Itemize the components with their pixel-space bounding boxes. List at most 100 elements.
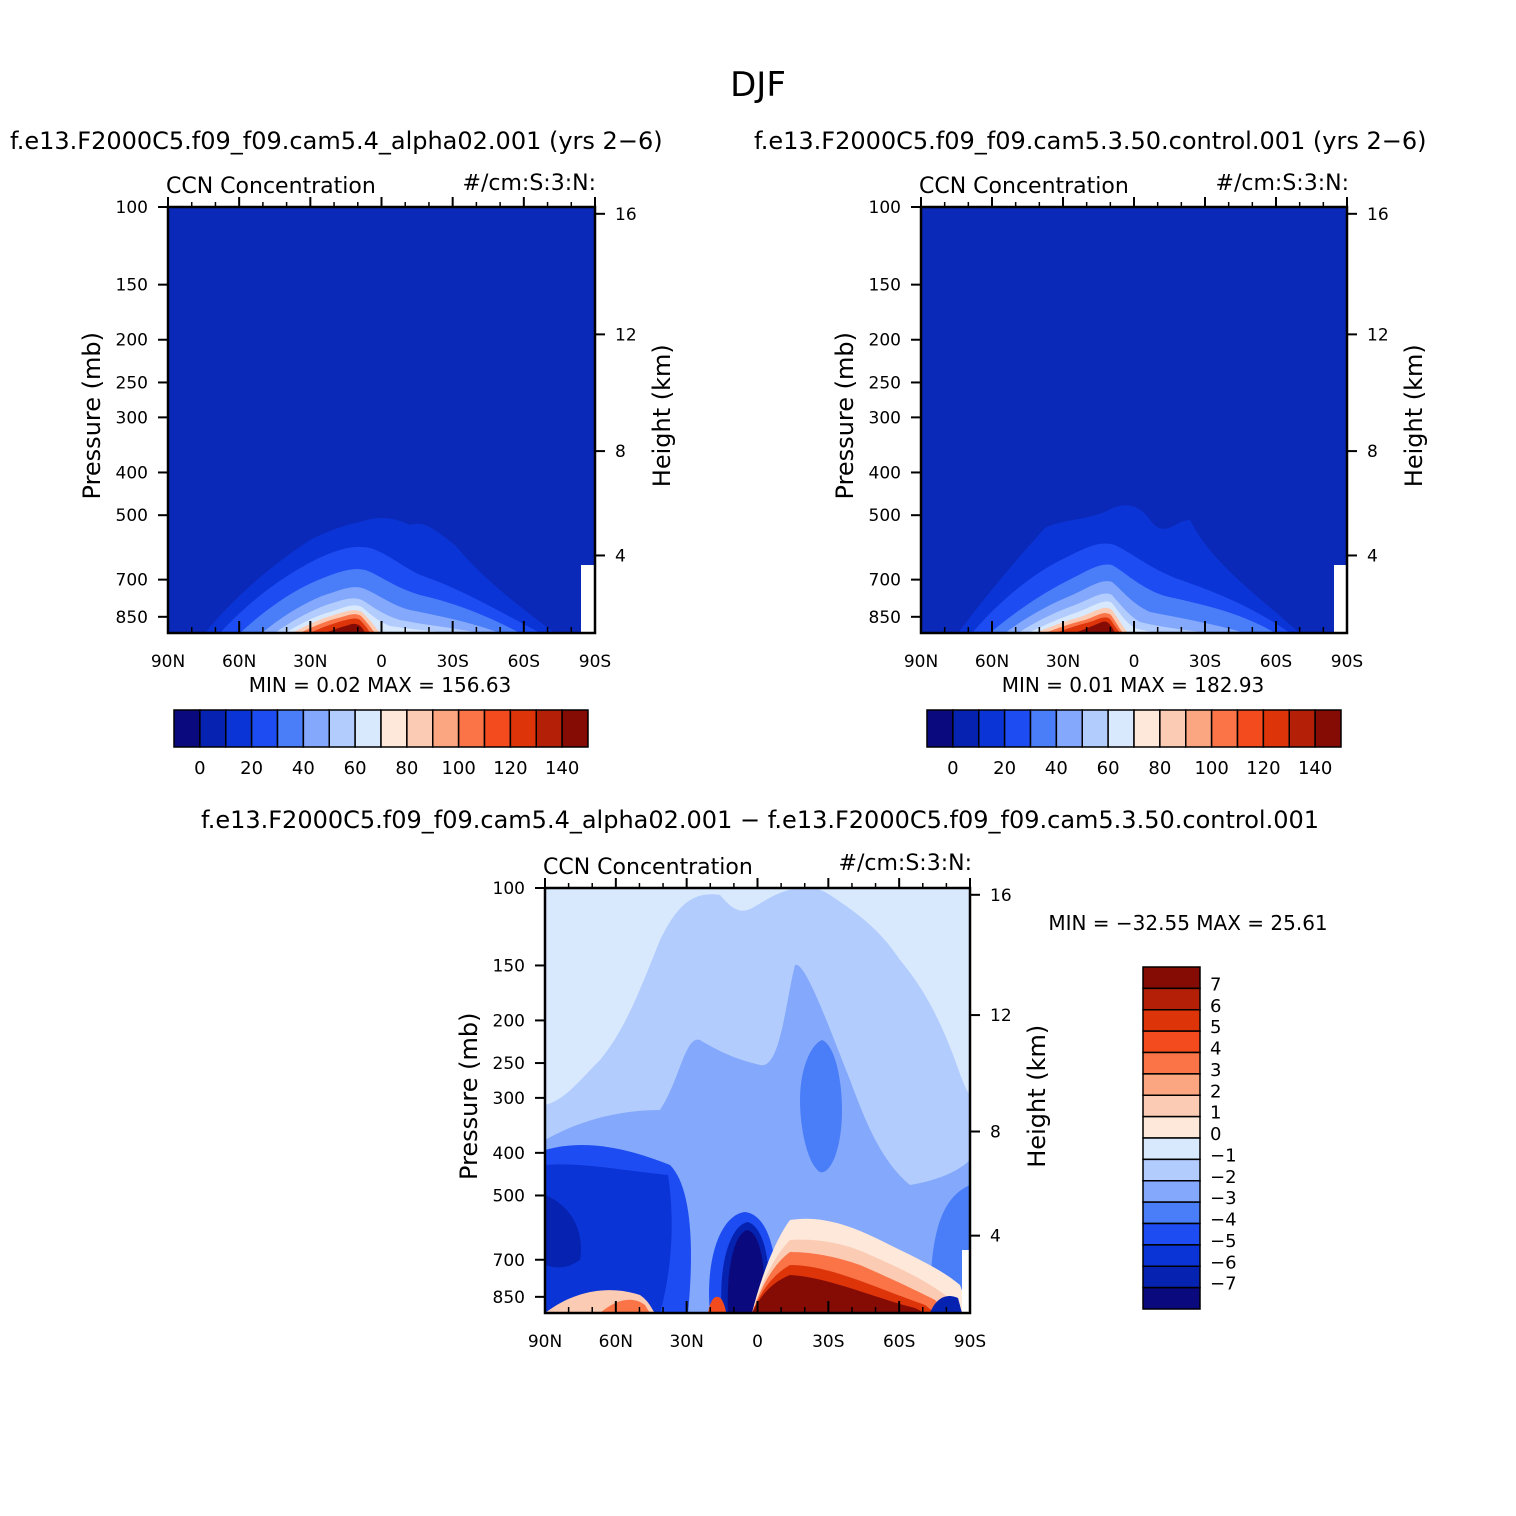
colorbar-box <box>1142 1051 1201 1075</box>
figure-title: DJF <box>730 65 786 105</box>
y-axis-label: Pressure (mb) <box>831 332 859 499</box>
colorbar-label: 40 <box>1045 758 1068 779</box>
diff-panel-units: #/cm:S:3:N: <box>839 851 972 876</box>
y-tick-label: 150 <box>869 276 901 296</box>
colorbar-label: 0 <box>194 758 205 779</box>
colorbar-box <box>1142 1180 1201 1203</box>
y-tick-label: 500 <box>869 506 901 526</box>
colorbar-label: 140 <box>1298 758 1332 779</box>
colorbar-box <box>1159 709 1187 748</box>
y-tick-label: 200 <box>116 331 148 351</box>
x-tick-label: 30N <box>669 1332 703 1352</box>
colorbar-box <box>1314 709 1342 748</box>
right-panel-variable: CCN Concentration <box>919 174 1129 199</box>
colorbar-label: 3 <box>1210 1060 1221 1081</box>
left-missing-data <box>581 565 595 633</box>
y-right-tick-label: 8 <box>615 442 626 462</box>
colorbar-label: 1 <box>1210 1103 1221 1124</box>
colorbar-label: 60 <box>1097 758 1120 779</box>
colorbar-label: 120 <box>493 758 527 779</box>
y-right-tick-label: 16 <box>615 205 637 225</box>
colorbar-box <box>1055 709 1083 748</box>
left-panel-units: #/cm:S:3:N: <box>463 171 596 196</box>
y-tick-label: 300 <box>493 1089 525 1109</box>
diff-contour-band-pos7 <box>752 1275 925 1313</box>
colorbar-box <box>1107 709 1135 748</box>
colorbar-box <box>250 709 279 748</box>
colorbar-box <box>1142 1009 1201 1032</box>
y-right-tick-label: 4 <box>615 546 626 566</box>
colorbar-label: 80 <box>395 758 418 779</box>
right-panel-header: f.e13.F2000C5.f09_f09.cam5.3.50.control.… <box>754 127 1427 155</box>
colorbar-box <box>509 709 537 748</box>
x-tick-label: 30S <box>1189 652 1221 672</box>
diff-contour-band-neg6-south <box>930 1295 962 1313</box>
colorbar-box <box>1142 1115 1201 1139</box>
colorbar-box <box>354 709 382 748</box>
y-tick-label: 850 <box>116 608 148 628</box>
left-contour-field <box>168 207 595 633</box>
right-panel: CCN Concentration #/cm:S:3:N: 90N 60N 30N 0… <box>831 171 1428 779</box>
y-tick-label: 400 <box>493 1144 525 1164</box>
y-tick-label: 300 <box>116 408 148 428</box>
y-tick-label: 100 <box>869 198 901 218</box>
diff-contour-field <box>545 888 970 1313</box>
diff-missing-data <box>962 1250 970 1313</box>
y-tick-label: 200 <box>493 1011 525 1031</box>
y-tick-label: 400 <box>116 463 148 483</box>
y-axis-label: Pressure (mb) <box>455 1013 483 1180</box>
diff-panel-header: f.e13.F2000C5.f09_f09.cam5.4_alpha02.001… <box>201 806 1319 834</box>
colorbar-label: 20 <box>240 758 263 779</box>
colorbar-label: 4 <box>1210 1039 1221 1060</box>
right-missing-data <box>1334 565 1347 633</box>
diff-contour-band-neg6 <box>545 1195 581 1268</box>
colorbar-label: 60 <box>344 758 367 779</box>
colorbar-box <box>432 709 460 748</box>
y-tick-label: 850 <box>493 1288 525 1308</box>
colorbar-label: 80 <box>1148 758 1171 779</box>
x-tick-label: 90N <box>528 1332 562 1352</box>
y-tick-label: 300 <box>869 408 901 428</box>
y-tick-label: 850 <box>869 608 901 628</box>
y-right-axis-label: Height (km) <box>1400 344 1428 487</box>
y-tick-label: 200 <box>869 331 901 351</box>
colorbar-label: 2 <box>1210 1081 1221 1102</box>
y-tick-label: 250 <box>116 373 148 393</box>
colorbar-box <box>1029 709 1058 748</box>
colorbar-box <box>561 709 589 748</box>
x-tick-label: 60S <box>883 1332 915 1352</box>
x-tick-label: 90N <box>151 652 185 672</box>
right-contour-band-10 <box>1075 621 1115 633</box>
y-right-tick-label: 8 <box>1367 442 1378 462</box>
diff-contour-band-neg3-upper <box>800 1040 842 1173</box>
y-tick-label: 400 <box>869 463 901 483</box>
colorbar-box <box>952 709 980 748</box>
colorbar-box <box>1142 1201 1201 1225</box>
colorbar-box <box>535 709 563 748</box>
colorbar-box <box>225 709 253 748</box>
colorbar-label: 140 <box>545 758 579 779</box>
colorbar-box <box>1142 1286 1201 1310</box>
colorbar-box <box>406 709 434 748</box>
left-stats: MIN = 0.02 MAX = 156.63 <box>249 673 512 697</box>
x-tick-label: 60S <box>508 652 540 672</box>
colorbar-box <box>276 709 305 748</box>
colorbar-label: 5 <box>1210 1017 1221 1038</box>
right-axes: 90N 60N 30N 0 30S 60S 90S 100 150 200 250 300 400 500… <box>831 197 1428 672</box>
colorbar-box <box>1142 1137 1201 1161</box>
right-panel-units: #/cm:S:3:N: <box>1216 171 1349 196</box>
colorbar-label: 100 <box>441 758 475 779</box>
y-tick-label: 150 <box>116 276 148 296</box>
x-tick-label: 0 <box>376 652 387 672</box>
diff-stats: MIN = −32.55 MAX = 25.61 <box>1048 911 1327 935</box>
y-right-tick-label: 16 <box>990 886 1012 906</box>
left-axes: 90N 60N 30N 0 30S 60S 90S 100 150 200 250 300 400 500… <box>78 197 676 672</box>
colorbar-box <box>199 709 227 748</box>
right-contour-field <box>921 207 1347 633</box>
y-tick-label: 500 <box>493 1186 525 1206</box>
colorbar-box <box>1081 709 1109 748</box>
colorbar-box <box>1185 709 1213 748</box>
colorbar-box <box>978 709 1006 748</box>
